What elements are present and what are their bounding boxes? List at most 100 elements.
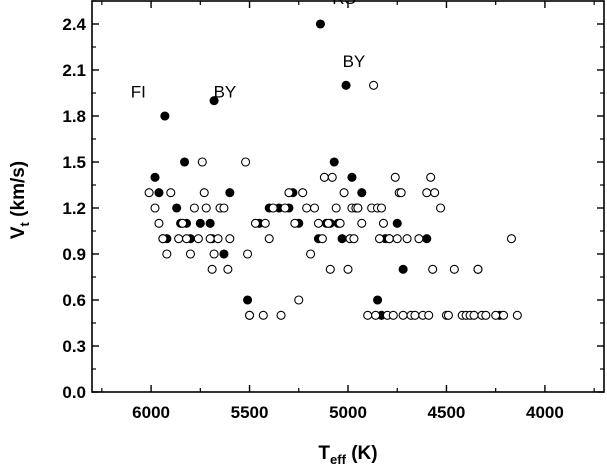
filled-data-point xyxy=(315,19,325,29)
open-data-point xyxy=(178,218,188,228)
filled-data-point xyxy=(341,80,351,90)
annotation-label: RS xyxy=(332,0,356,8)
open-data-point xyxy=(469,310,479,320)
open-data-point xyxy=(426,172,436,182)
open-data-point xyxy=(302,203,312,213)
open-data-point xyxy=(499,310,509,320)
filled-data-point xyxy=(209,96,219,106)
open-data-point xyxy=(294,295,304,305)
open-data-point xyxy=(363,310,373,320)
open-data-point xyxy=(430,188,440,198)
open-data-point xyxy=(258,310,268,320)
open-data-point xyxy=(306,249,316,259)
filled-data-point xyxy=(195,218,205,228)
filled-data-point xyxy=(219,249,229,259)
open-data-point xyxy=(276,310,286,320)
annotation-label: BY xyxy=(214,83,237,102)
open-data-point xyxy=(378,218,388,228)
open-data-point xyxy=(343,264,353,274)
open-data-point xyxy=(414,234,424,244)
open-data-point xyxy=(353,203,363,213)
open-data-point xyxy=(392,234,402,244)
open-data-point xyxy=(396,188,406,198)
filled-data-point xyxy=(205,218,215,228)
filled-data-point xyxy=(172,203,182,213)
open-data-point xyxy=(280,203,290,213)
open-data-point xyxy=(335,218,345,228)
open-data-point xyxy=(260,218,270,228)
filled-data-point xyxy=(398,264,408,274)
x-tick-label: 4000 xyxy=(526,403,564,422)
open-data-point xyxy=(144,188,154,198)
open-data-point xyxy=(250,218,260,228)
open-data-point xyxy=(376,203,387,213)
open-data-point xyxy=(374,234,385,244)
open-data-point xyxy=(219,203,229,213)
open-data-point xyxy=(422,188,432,198)
y-tick-label: 1.8 xyxy=(62,107,86,126)
y-tick-label: 0.0 xyxy=(62,383,86,402)
y-tick-label: 1.5 xyxy=(62,153,86,172)
y-axis-title: Vt (km/s) xyxy=(8,161,32,239)
filled-data-point xyxy=(347,172,357,182)
annotation-label: BY xyxy=(343,52,366,71)
filled-data-point xyxy=(392,218,402,228)
open-data-point xyxy=(512,310,522,320)
y-tick-label: 1.2 xyxy=(62,199,86,218)
filled-data-point xyxy=(243,295,253,305)
x-axis-title: Teff (K) xyxy=(318,443,377,467)
open-data-point xyxy=(201,203,211,213)
open-data-point xyxy=(424,310,434,320)
open-data-point xyxy=(319,172,329,182)
open-data-point xyxy=(205,234,215,244)
open-data-point xyxy=(428,264,438,274)
open-data-point xyxy=(506,234,516,244)
data-points xyxy=(144,19,522,320)
open-data-point xyxy=(284,188,294,198)
open-data-point xyxy=(185,249,196,259)
open-data-point xyxy=(481,310,491,320)
open-data-point xyxy=(225,234,235,244)
y-tick-label: 2.4 xyxy=(62,15,86,34)
filled-data-point xyxy=(372,295,383,305)
open-data-point xyxy=(357,218,367,228)
open-data-point xyxy=(189,203,199,213)
filled-data-point xyxy=(357,188,367,198)
filled-data-point xyxy=(150,172,160,182)
x-tick-label: 5500 xyxy=(231,403,269,422)
open-data-point xyxy=(449,264,459,274)
filled-data-point xyxy=(160,111,170,121)
open-data-point xyxy=(298,188,308,198)
annotations: FI BY RS BY xyxy=(131,0,366,102)
filled-data-point xyxy=(422,234,432,244)
open-data-point xyxy=(150,203,160,213)
open-data-point xyxy=(207,264,217,274)
open-data-point xyxy=(339,188,349,198)
open-data-point xyxy=(443,310,453,320)
open-data-point xyxy=(162,249,172,259)
x-axis-ticks: 6000 5500 5000 4500 4000 xyxy=(101,1,595,422)
open-data-point xyxy=(158,234,168,244)
filled-data-point xyxy=(180,157,190,167)
open-data-point xyxy=(369,80,379,90)
open-data-point xyxy=(371,310,381,320)
x-tick-label: 5000 xyxy=(329,403,367,422)
open-data-point xyxy=(243,249,253,259)
open-data-point xyxy=(436,203,446,213)
y-tick-label: 0.9 xyxy=(62,245,86,264)
open-data-point xyxy=(193,234,203,244)
open-data-point xyxy=(174,234,184,244)
y-tick-label: 2.1 xyxy=(62,61,86,80)
open-data-point xyxy=(209,249,219,259)
open-data-point xyxy=(327,172,337,182)
filled-data-point xyxy=(154,188,164,198)
x-tick-label: 6000 xyxy=(132,403,170,422)
filled-data-point xyxy=(329,157,339,167)
open-data-point xyxy=(331,203,341,213)
open-data-point xyxy=(491,310,501,320)
x-tick-label: 4500 xyxy=(428,403,466,422)
y-axis-ticks: 0.0 0.3 0.6 0.9 1.2 1.5 1.8 2.1 2.4 xyxy=(62,0,604,402)
y-tick-label: 0.3 xyxy=(62,337,86,356)
open-data-point xyxy=(264,234,274,244)
